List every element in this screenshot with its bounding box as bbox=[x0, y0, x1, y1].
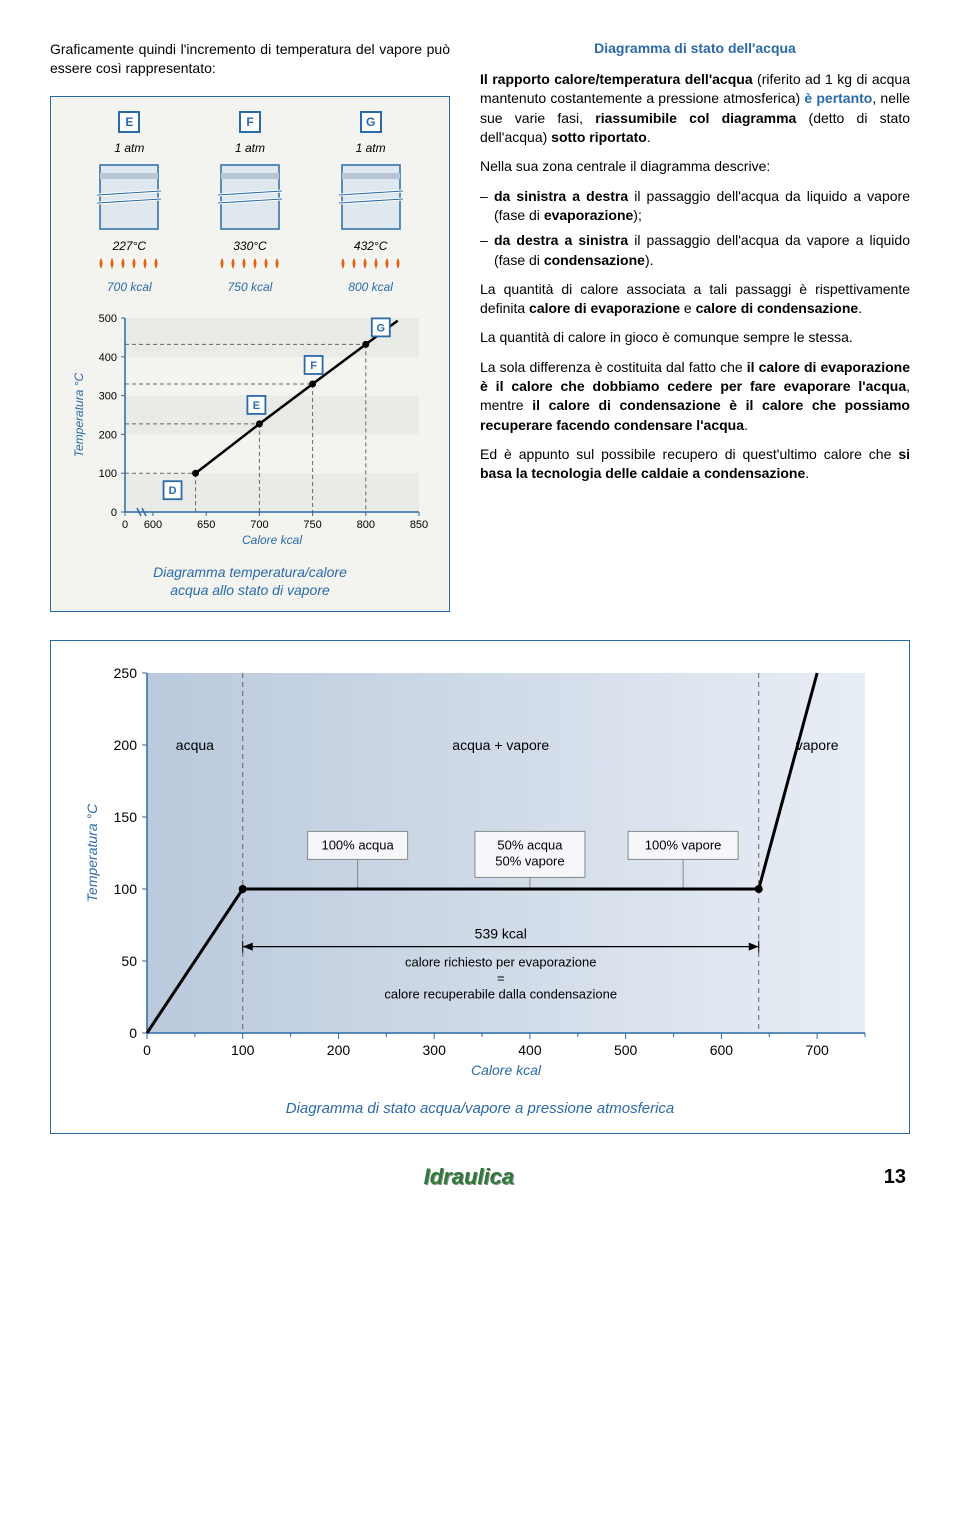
svg-text:Temperatura °C: Temperatura °C bbox=[84, 803, 100, 902]
svg-text:50% acqua: 50% acqua bbox=[497, 838, 563, 853]
svg-text:300: 300 bbox=[423, 1042, 447, 1058]
svg-text:calore richiesto per evaporazi: calore richiesto per evaporazione bbox=[405, 955, 597, 970]
svg-text:0: 0 bbox=[143, 1042, 151, 1058]
cylinder-letter: G bbox=[360, 111, 382, 133]
temp-label: 432°C bbox=[354, 239, 388, 253]
svg-text:539 kcal: 539 kcal bbox=[475, 926, 527, 942]
page-footer: Idraulica 13 bbox=[50, 1164, 910, 1190]
svg-text:600: 600 bbox=[144, 519, 162, 531]
flames-icon bbox=[338, 257, 404, 274]
svg-text:F: F bbox=[310, 360, 317, 372]
svg-text:50% vapore: 50% vapore bbox=[495, 854, 564, 869]
small-chart-caption: Diagramma temperatura/caloreacqua allo s… bbox=[69, 563, 431, 599]
intro-text: Graficamente quindi l'incremento di temp… bbox=[50, 40, 450, 78]
kcal-label: 800 kcal bbox=[348, 280, 393, 294]
body-text: Il rapporto calore/temperatura dell'acqu… bbox=[480, 70, 910, 484]
cylinder-icon bbox=[94, 161, 164, 233]
svg-text:200: 200 bbox=[327, 1042, 351, 1058]
svg-text:400: 400 bbox=[518, 1042, 542, 1058]
svg-text:200: 200 bbox=[99, 429, 117, 441]
svg-text:G: G bbox=[377, 322, 386, 334]
atm-label: 1 atm bbox=[235, 141, 265, 155]
cylinder-letter: E bbox=[118, 111, 140, 133]
svg-text:acqua: acqua bbox=[176, 737, 214, 753]
atm-label: 1 atm bbox=[114, 141, 144, 155]
svg-text:0: 0 bbox=[129, 1025, 137, 1041]
big-chart-caption: Diagramma di stato acqua/vapore a pressi… bbox=[75, 1100, 885, 1117]
big-chart: 0 50 100 150 200 250 0 100 200 300 400 500 600 700 acq… bbox=[75, 661, 885, 1081]
logo: Idraulica bbox=[424, 1164, 514, 1190]
svg-text:750: 750 bbox=[303, 519, 321, 531]
svg-text:vapore: vapore bbox=[796, 737, 839, 753]
svg-text:E: E bbox=[253, 400, 260, 412]
svg-text:100: 100 bbox=[99, 468, 117, 480]
svg-text:100: 100 bbox=[231, 1042, 255, 1058]
svg-text:D: D bbox=[169, 485, 177, 497]
svg-text:250: 250 bbox=[114, 665, 138, 681]
svg-text:850: 850 bbox=[410, 519, 428, 531]
svg-text:800: 800 bbox=[357, 519, 375, 531]
small-chart: 0 100 200 300 400 500 0 600 650 700 750 800 850 D E F G C… bbox=[69, 308, 429, 548]
figure-box-big: 0 50 100 150 200 250 0 100 200 300 400 500 600 700 acq… bbox=[50, 640, 910, 1134]
svg-text:0: 0 bbox=[111, 507, 117, 519]
kcal-label: 750 kcal bbox=[228, 280, 273, 294]
svg-text:=: = bbox=[497, 971, 505, 986]
svg-text:400: 400 bbox=[99, 352, 117, 364]
svg-text:650: 650 bbox=[197, 519, 215, 531]
svg-text:Temperatura °C: Temperatura °C bbox=[72, 372, 86, 457]
svg-text:300: 300 bbox=[99, 390, 117, 402]
figure-box-small: E 1 atm 227°C 700 kcal F 1 atm 330°C 750… bbox=[50, 96, 450, 612]
svg-text:50: 50 bbox=[121, 953, 137, 969]
cylinder-icon bbox=[215, 161, 285, 233]
svg-text:Calore kcal: Calore kcal bbox=[242, 533, 302, 547]
svg-text:100: 100 bbox=[114, 881, 138, 897]
svg-text:100% acqua: 100% acqua bbox=[321, 838, 394, 853]
flames-icon bbox=[96, 257, 162, 274]
cylinder-letter: F bbox=[239, 111, 261, 133]
atm-label: 1 atm bbox=[356, 141, 386, 155]
kcal-label: 700 kcal bbox=[107, 280, 152, 294]
svg-text:500: 500 bbox=[614, 1042, 638, 1058]
flames-icon bbox=[217, 257, 283, 274]
svg-text:700: 700 bbox=[250, 519, 268, 531]
svg-text:600: 600 bbox=[710, 1042, 734, 1058]
svg-text:calore recuperabile dalla cond: calore recuperabile dalla condensazione bbox=[384, 987, 617, 1002]
svg-text:150: 150 bbox=[114, 809, 138, 825]
section-title: Diagramma di stato dell'acqua bbox=[480, 40, 910, 56]
page-number: 13 bbox=[884, 1166, 906, 1189]
cylinder-icon bbox=[336, 161, 406, 233]
svg-text:0: 0 bbox=[122, 519, 128, 531]
svg-text:acqua + vapore: acqua + vapore bbox=[452, 737, 549, 753]
svg-text:Calore kcal: Calore kcal bbox=[471, 1062, 542, 1078]
svg-text:100% vapore: 100% vapore bbox=[645, 838, 722, 853]
svg-text:200: 200 bbox=[114, 737, 138, 753]
svg-text:500: 500 bbox=[99, 313, 117, 325]
svg-text:700: 700 bbox=[805, 1042, 829, 1058]
temp-label: 330°C bbox=[233, 239, 267, 253]
temp-label: 227°C bbox=[113, 239, 147, 253]
